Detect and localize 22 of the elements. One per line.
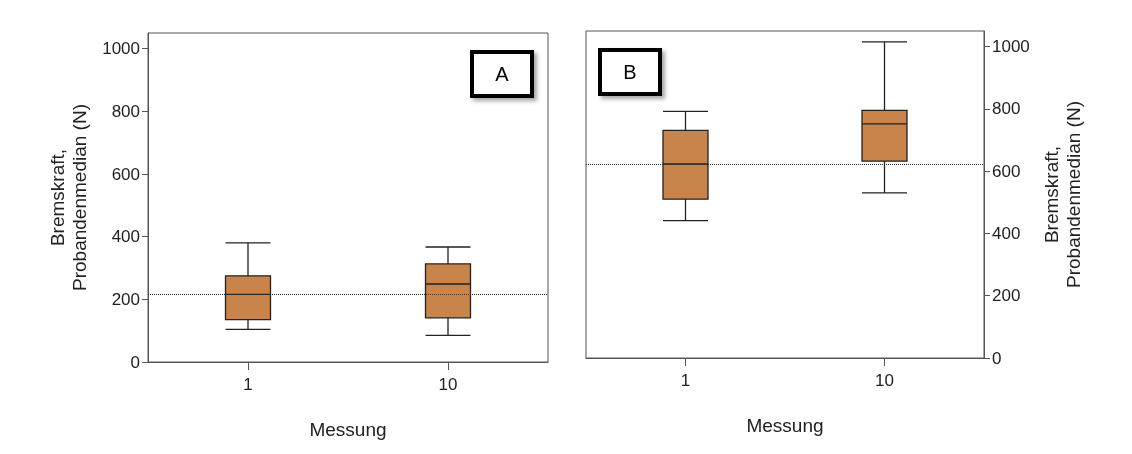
y2-tick-label: 0 — [992, 348, 1002, 368]
y-tick-label: 600 — [111, 164, 140, 184]
x-tick-label: 10 — [438, 375, 458, 394]
y2-tick-label: 200 — [992, 286, 1021, 306]
y-tick-label: 1000 — [102, 39, 140, 59]
y-axis-title: Bremskraft, Probandenmedian (N) — [46, 104, 90, 291]
y-tick-label: 0 — [130, 352, 140, 372]
annotation: A — [470, 50, 534, 98]
y2-tick-label: 400 — [992, 223, 1021, 243]
x-tick-label: 1 — [243, 375, 253, 394]
y-tick-label: 400 — [111, 227, 140, 247]
y2-tick-label: 800 — [992, 99, 1021, 119]
y-tick-label: 800 — [111, 101, 140, 121]
y2-tick-label: 1000 — [992, 37, 1030, 57]
x-tick-label: 10 — [875, 371, 894, 390]
x-tick-label: 1 — [680, 371, 691, 390]
y-tick-label: 200 — [111, 289, 140, 309]
x-axis-title: Messung — [746, 415, 824, 436]
x-axis-title: Messung — [309, 419, 387, 440]
y2-tick-label: 600 — [992, 161, 1021, 181]
y2-axis-title: Bremskraft, Probandenmedian (N) — [1041, 101, 1085, 288]
annotation: B — [598, 48, 662, 96]
